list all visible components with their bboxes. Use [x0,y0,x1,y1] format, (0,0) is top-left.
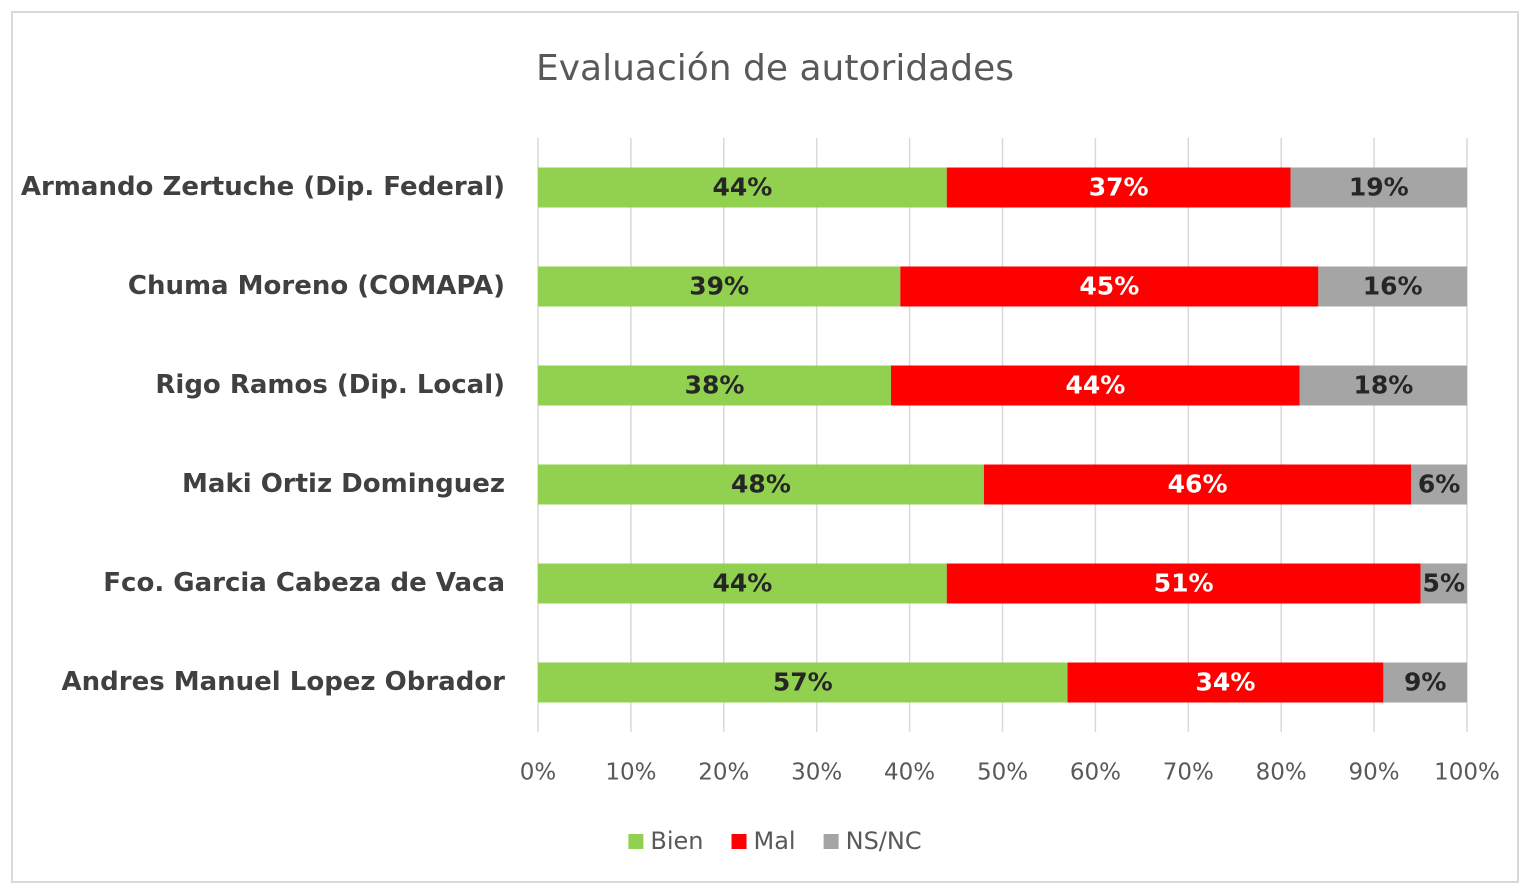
legend-swatch [628,834,644,849]
x-tick-label: 80% [1256,760,1307,786]
data-label: 38% [685,371,745,400]
bar-segment [891,365,1300,406]
category-label: Andres Manuel Lopez Obrador [62,667,506,697]
data-label: 16% [1363,272,1423,301]
data-label: 44% [712,569,772,598]
x-tick-label: 10% [605,760,656,786]
data-label: 57% [773,668,833,697]
x-tick-label: 100% [1434,760,1500,786]
data-label: 45% [1079,272,1139,301]
data-label: 6% [1418,470,1460,499]
chart-title: Evaluación de autoridades [536,48,1014,89]
category-label: Rigo Ramos (Dip. Local) [155,370,505,400]
bar-segment [1067,662,1384,703]
bar-segment [538,365,892,406]
x-tick-label: 20% [698,760,749,786]
bar-segment [538,464,984,505]
bar-segment [1420,563,1467,604]
x-tick-label: 50% [977,760,1028,786]
legend-label: Bien [650,827,703,855]
legend-swatch [731,834,747,849]
category-label: Armando Zertuche (Dip. Federal) [21,172,505,202]
bar-segment [1290,167,1467,208]
x-tick-label: 60% [1070,760,1121,786]
bar-segment [538,662,1068,703]
chart-border [11,11,1519,883]
data-label: 5% [1423,569,1465,598]
bar-segment [946,563,1421,604]
x-tick-label: 70% [1163,760,1214,786]
bar-segment [946,167,1291,208]
legend-swatch [823,834,839,849]
bar-segment [538,167,947,208]
x-tick-label: 0% [520,760,557,786]
legend-label: NS/NC [846,827,922,855]
category-label: Fco. Garcia Cabeza de Vaca [103,568,505,598]
bar-segment [983,464,1412,505]
data-label: 18% [1353,371,1413,400]
x-tick-label: 40% [884,760,935,786]
data-label: 46% [1168,470,1228,499]
data-label: 34% [1196,668,1256,697]
bar-segment [1299,365,1467,406]
bar-segment [538,563,947,604]
data-label: 19% [1349,173,1409,202]
data-label: 37% [1089,173,1149,202]
data-label: 51% [1154,569,1214,598]
legend-label: Mal [754,827,796,855]
data-label: 39% [689,272,749,301]
bar-segment [1318,266,1467,307]
data-label: 44% [1065,371,1125,400]
data-label: 48% [731,470,791,499]
data-label: 9% [1404,668,1446,697]
bar-segment [538,266,901,307]
bar-segment [1411,464,1467,505]
data-label: 44% [712,173,772,202]
bar-segment [900,266,1319,307]
x-tick-label: 30% [791,760,842,786]
category-label: Chuma Moreno (COMAPA) [128,271,505,301]
category-label: Maki Ortiz Dominguez [182,469,505,499]
x-tick-label: 90% [1349,760,1400,786]
bar-segment [1383,662,1467,703]
